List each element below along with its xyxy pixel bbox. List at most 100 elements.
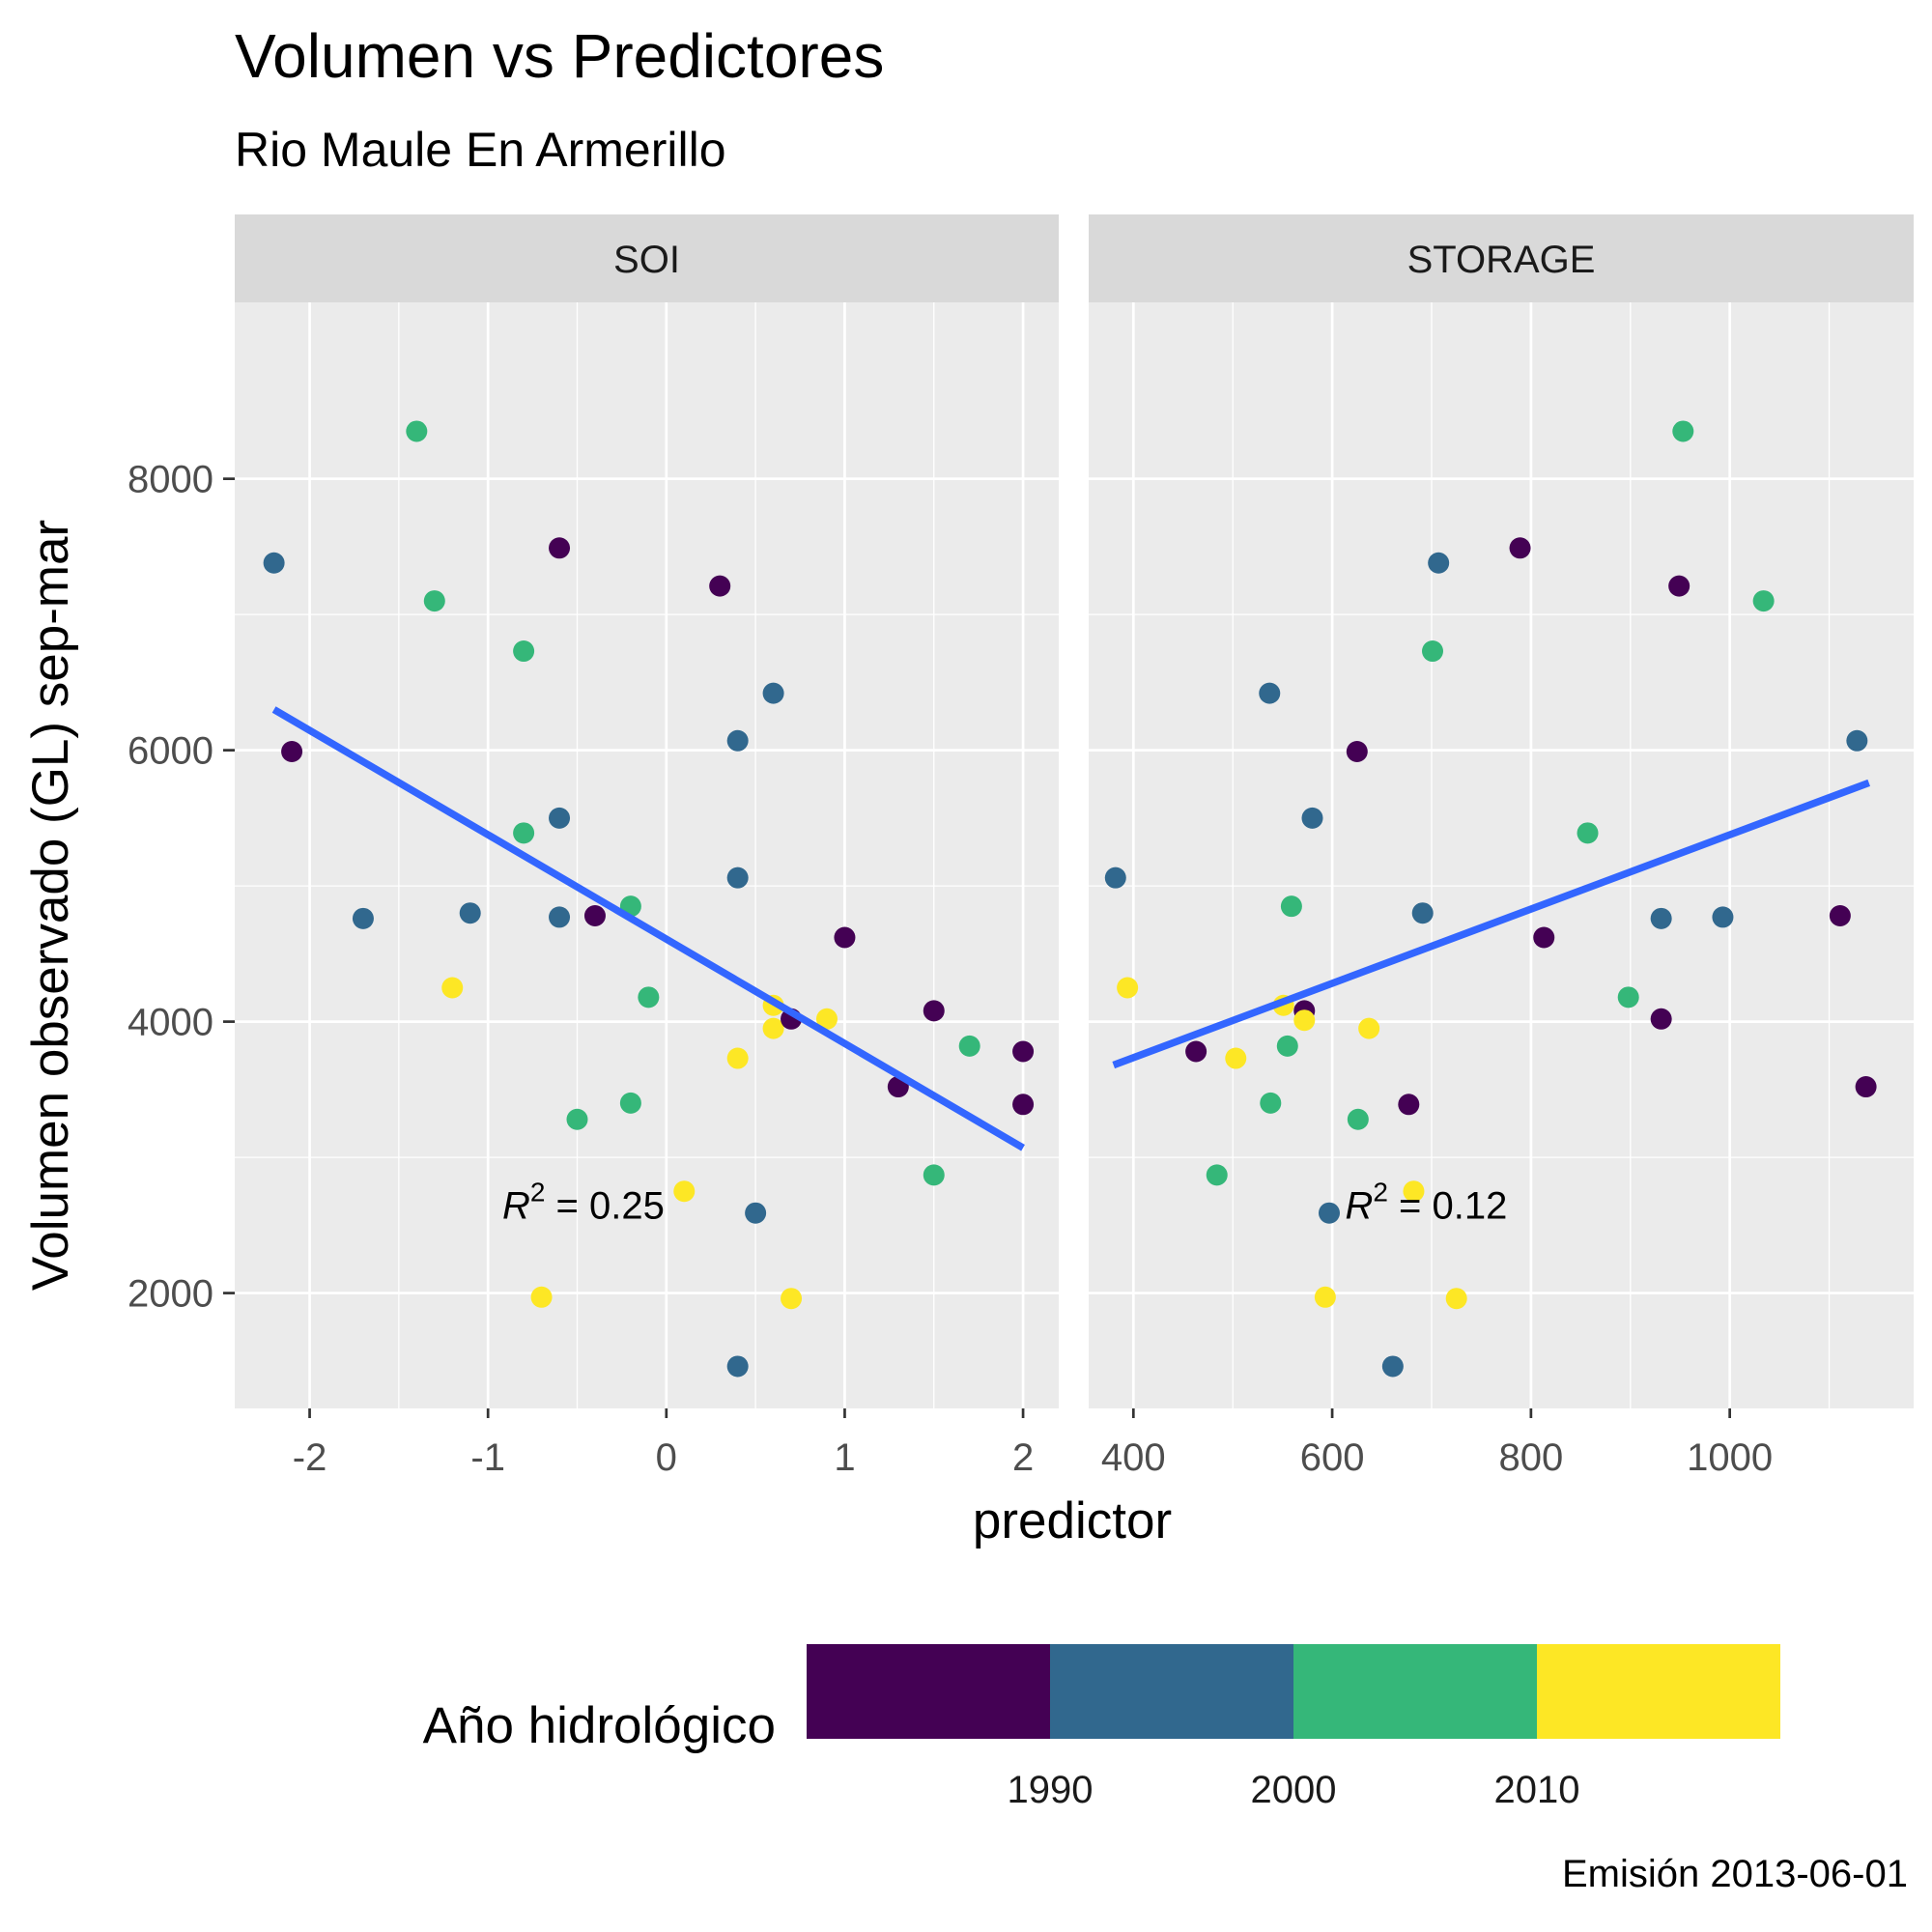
data-point [513,822,535,844]
legend-label: 2000 [1251,1769,1337,1811]
data-point [513,640,535,663]
data-point [566,1108,588,1130]
data-point [423,590,445,612]
x-tick-label: 0 [656,1436,677,1479]
x-tick-label: 600 [1300,1436,1365,1479]
data-point [1411,902,1434,924]
data-point [1260,1092,1282,1114]
caption: Emisión 2013-06-01 [1562,1853,1908,1895]
data-point [726,729,749,752]
data-point [1225,1047,1247,1069]
data-point [781,1288,803,1310]
chart-title: Volumen vs Predictores [235,21,884,91]
y-tick-label: 2000 [128,1273,213,1316]
data-point [1358,1017,1380,1039]
x-tick-label: 400 [1101,1436,1166,1479]
data-point [1668,575,1690,597]
data-point [958,1035,980,1057]
data-point [1509,537,1531,559]
data-point [673,1180,696,1203]
panel-background [1089,302,1914,1408]
data-point [1712,906,1734,928]
data-point [1346,741,1368,763]
data-point [1398,1094,1420,1116]
data-point [549,537,571,559]
data-point [1650,907,1672,929]
data-point [459,902,481,924]
legend-swatch [1050,1644,1293,1739]
data-point [726,1355,749,1378]
data-point [745,1202,767,1224]
data-point [263,552,285,574]
r-squared-label: R2 = 0.25 [502,1177,665,1227]
data-point [281,741,303,763]
data-point [1104,867,1126,889]
chart-subtitle: Rio Maule En Armerillo [235,123,726,177]
r-squared-label: R2 = 0.12 [1345,1177,1507,1227]
x-tick-label: 800 [1498,1436,1563,1479]
data-point [1650,1008,1672,1030]
y-tick-label: 4000 [128,1002,213,1044]
data-point [1117,977,1139,999]
data-point [1428,552,1450,574]
data-point [1445,1288,1467,1310]
data-point [1577,822,1599,844]
x-axis-title: predictor [973,1492,1172,1549]
panel-background [235,302,1059,1408]
data-point [1259,682,1281,704]
data-point [1672,420,1694,442]
x-tick-label: 1 [834,1436,855,1479]
data-point [1185,1040,1208,1063]
data-point [530,1286,553,1308]
legend-title: Año hidrológico [423,1697,776,1754]
legend-swatch [807,1644,1050,1739]
data-point [406,420,428,442]
color-legend: Año hidrológico 1990 2000 2010 [423,1644,1780,1811]
data-point [638,986,660,1009]
panels: SOI R2 = 0.25 -2 -1 0 1 2 STORAGE R2 = 0.12 400 60… [235,214,1914,1479]
data-point [1752,590,1775,612]
y-axis-title: Volumen observado (GL) sep-mar [22,520,79,1291]
data-point [923,1164,945,1186]
x-tick-label: -1 [470,1436,505,1479]
y-tick-label: 8000 [128,459,213,501]
y-axis: 2000 4000 6000 8000 [128,459,235,1316]
data-point [1533,926,1555,949]
panel-storage: STORAGE R2 = 0.12 400 600 800 1000 [1089,214,1914,1479]
legend-label: 1990 [1008,1769,1094,1811]
data-point [726,867,749,889]
data-point [1855,1076,1877,1098]
regression-line [1112,779,1871,1069]
data-point [549,906,571,928]
strip-background [1089,214,1914,302]
data-point [1301,807,1323,829]
legend-swatch [1293,1644,1537,1739]
data-point [1206,1164,1228,1186]
data-point [1012,1094,1035,1116]
data-point [726,1047,749,1069]
y-tick-label: 6000 [128,730,213,773]
data-point [762,682,784,704]
data-point [1318,1202,1340,1224]
strip-label: SOI [613,239,680,281]
data-point [1314,1286,1336,1308]
data-point [441,977,464,999]
data-point [1280,895,1302,918]
panel-soi: SOI R2 = 0.25 -2 -1 0 1 2 [235,214,1059,1479]
data-point [762,1017,784,1039]
data-point [619,1092,641,1114]
data-point [1846,729,1868,752]
data-point [1347,1108,1369,1130]
data-point [709,575,731,597]
x-tick-label: 1000 [1687,1436,1773,1479]
data-point [1617,986,1639,1009]
legend-label: 2010 [1494,1769,1580,1811]
data-point [1422,640,1444,663]
x-tick-label: -2 [293,1436,327,1479]
data-point [1403,1180,1425,1203]
data-point [549,807,571,829]
data-point [1276,1035,1298,1057]
data-point [923,1000,945,1022]
strip-background [235,214,1059,302]
